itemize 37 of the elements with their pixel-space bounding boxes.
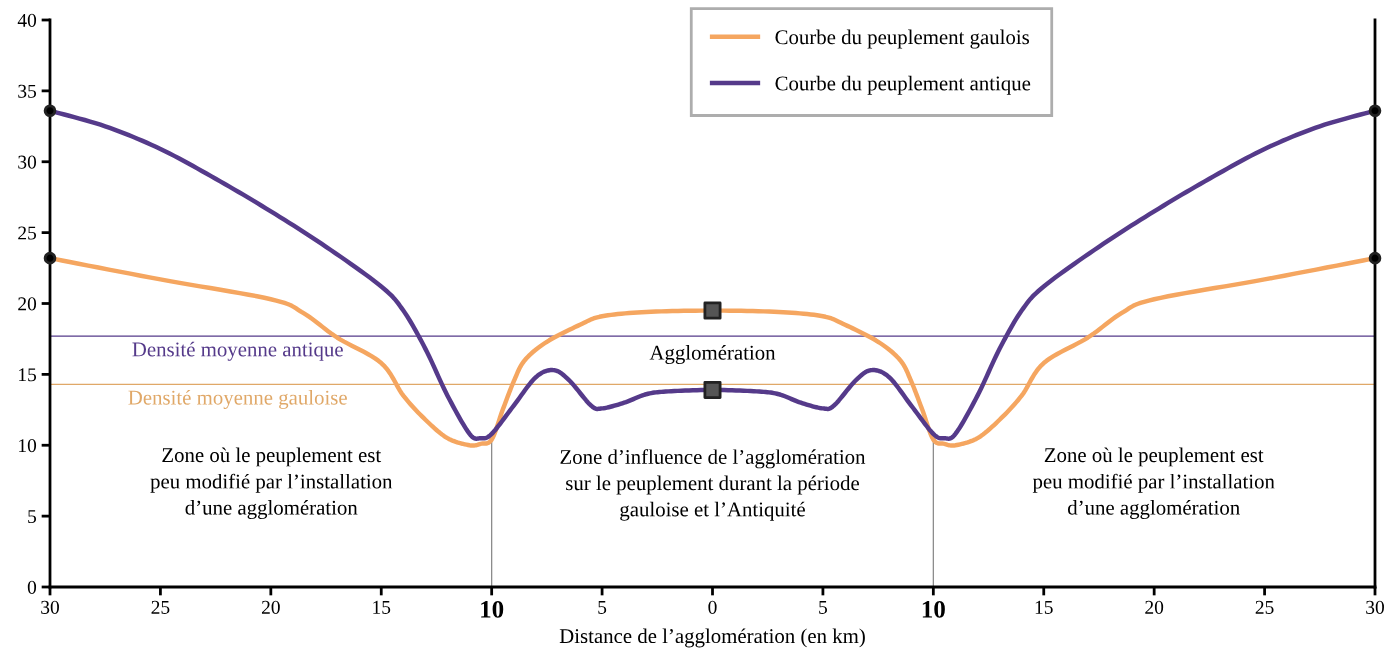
x-tick-label: 25 [1255, 600, 1274, 614]
x-tick-label: 10 [481, 600, 504, 618]
x-tick-label: 0 [708, 600, 717, 614]
x-axis-title: Distance de l’agglomération (en km) [559, 628, 865, 648]
point [43, 251, 57, 265]
x-tick-label: 30 [41, 600, 59, 614]
x-tick-label: 15 [1035, 600, 1053, 614]
x-tick-label: 20 [261, 600, 280, 614]
x-tick-label: 5 [598, 600, 607, 614]
point [703, 301, 722, 320]
annotation: Zone où le peuplement est peu modifié par l’installation d’une agglomération [1032, 447, 1275, 520]
x-tick-label: 15 [373, 600, 391, 614]
annotation: Zone d’influence de l’agglomération sur le peuplement durant la période gauloise et l’Antiquité [560, 449, 866, 521]
x-tick-label: 30 [1366, 600, 1384, 614]
annotation: Zone où le peuplement est peu modifié par l’installation d’une agglomération [150, 447, 393, 520]
y-tick-label: 0 [27, 580, 37, 594]
annotation: Agglomération [649, 345, 776, 365]
y-tick-label: 20 [18, 297, 37, 311]
point [43, 104, 57, 118]
y-tick-label: 10 [19, 439, 37, 453]
y-tick-label: 30 [18, 155, 37, 169]
x-tick-label: 20 [1145, 600, 1164, 614]
y-tick-label: 15 [19, 368, 37, 382]
legend-label: Courbe du peuplement antique [775, 75, 1031, 95]
point [1368, 104, 1382, 118]
ref-line-label: Densité moyenne antique [132, 341, 343, 361]
point [1368, 251, 1382, 265]
y-tick-label: 5 [28, 510, 37, 524]
y-tick-label: 35 [18, 84, 37, 98]
point [703, 380, 722, 399]
x-tick-label: 10 [922, 600, 945, 618]
ref-line-label: Densité moyenne gauloise [128, 389, 347, 409]
legend-label: Courbe du peuplement gaulois [775, 29, 1029, 49]
x-tick-label: 25 [151, 600, 170, 614]
y-tick-label: 25 [18, 226, 37, 240]
y-tick-label: 40 [17, 13, 37, 27]
x-tick-label: 5 [819, 600, 828, 614]
